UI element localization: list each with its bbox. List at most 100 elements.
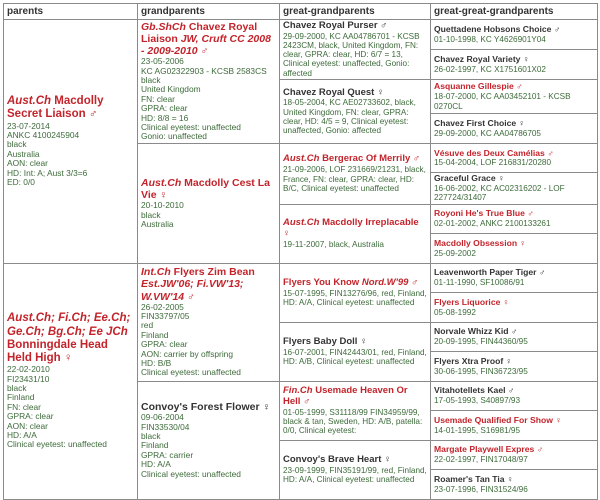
detail-line: 09-06-2004 [141, 412, 184, 423]
male-icon: ♂ [527, 208, 534, 219]
dog-name[interactable]: Graceful Grace ♀ [434, 173, 594, 184]
dog-name[interactable]: Chavez First Choice ♀ [434, 118, 594, 129]
detail-line: Finland [7, 392, 35, 403]
great-great-grandparent-cell: Chavez Royal Variety ♀ 26-02-1997, KC X17… [430, 48, 598, 80]
dog-name[interactable]: Margate Playwell Expres ♂ [434, 444, 594, 455]
male-icon: ♂ [303, 395, 311, 407]
dog-name[interactable]: Aust.Ch; Fi.Ch; Ee.Ch; Ge.Ch; Bg.Ch; Ee … [7, 312, 134, 365]
dog-name[interactable]: Macdolly Obsession ♀ [434, 237, 594, 249]
header-grandparents: grandparents [137, 3, 280, 20]
details: 15-07-1995, FIN13276/96, red, Finland, H… [283, 288, 427, 308]
name-text: Macdolly Cest La Vie [141, 177, 270, 202]
detail-line: 26-02-2005 [141, 301, 184, 312]
details: 18-07-2000, KC AA03452101 - KCSB 0270CL [434, 92, 571, 111]
dog-name[interactable]: Aust.Ch Macdolly Irreplacable ♀ [283, 217, 427, 240]
name-text: Chavez Royal Variety [434, 53, 521, 64]
great-great-grandparent-cell: Asquanne Gillespie ♂ 18-07-2000, KC AA034… [430, 78, 598, 115]
detail-line: black [7, 139, 27, 150]
name-text: Norvale Whizz Kid [434, 326, 509, 337]
dog-name[interactable]: Leavenworth Paper Tiger ♂ [434, 267, 594, 278]
name-text: Asquanne Gillespie [434, 81, 514, 92]
dog-name[interactable]: Chavez Royal Quest ♀ [283, 87, 427, 99]
details: 17-05-1993, S40897/93 [434, 396, 521, 406]
dog-name[interactable]: Quettadene Hobsons Choice ♂ [434, 24, 594, 35]
details: 23-09-1999, FIN35191/99, red, Finland, H… [283, 465, 427, 485]
detail-line: GPRA: clear [141, 339, 188, 350]
male-icon: ♂ [538, 267, 546, 278]
name-text: Flyers Zim Bean [173, 266, 255, 279]
details: 23-07-1996, FIN31524/96 [434, 484, 528, 494]
header-great-grandparents: great-grandparents [279, 3, 431, 20]
detail-line: Gonio: unaffected [141, 131, 207, 142]
female-icon: ♀ [159, 189, 168, 202]
detail-line: Finland [141, 440, 169, 451]
male-icon: ♂ [536, 444, 544, 455]
dog-name[interactable]: Flyers Xtra Proof ♀ [434, 356, 594, 367]
name-text: Margate Playwell Expres [434, 444, 535, 455]
title-prefix: Aust.Ch [141, 177, 182, 190]
dog-name[interactable]: Royoni He's True Blue ♂ [434, 208, 594, 219]
detail-line: Clinical eyetest: unaffected [141, 367, 241, 378]
detail-line: FN: clear [7, 401, 41, 412]
name-text: Macdolly Obsession [434, 237, 518, 248]
male-icon: ♂ [412, 153, 421, 165]
pedigree-row: Flyers Baby Doll ♀ 16-07-2001, FIN42443/0… [4, 321, 598, 382]
dog-name[interactable]: Flyers Liquorice ♀ [434, 297, 594, 308]
dog-name[interactable]: Chavez Royal Variety ♀ [434, 53, 594, 65]
details: 15-04-2004, LOF 216831/20280 [434, 158, 551, 168]
details: 01-11-1990, SF10086/91 [434, 278, 525, 288]
dog-name[interactable]: Usemade Qualified For Show ♀ [434, 414, 594, 426]
details: 30-06-1995, FIN36723/95 [434, 366, 528, 376]
name-text: Flyers You Know [283, 276, 360, 288]
dog-name[interactable]: Vitahotellets Kael ♂ [434, 385, 594, 396]
title-prefix: Int.Ch [141, 266, 171, 279]
name-text: Chavez First Choice [434, 118, 517, 129]
detail-line: black [141, 209, 161, 220]
title-suffix: JW, Cruft CC 2008 - 2009-2010 [141, 33, 271, 58]
dog-name[interactable]: Convoy's Brave Heart ♀ [283, 454, 427, 466]
dog-name[interactable]: Aust.Ch Macdolly Secret Liaison ♂ [7, 95, 134, 121]
detail-line: GPRA: carrier [141, 449, 194, 460]
dog-name[interactable]: Norvale Whizz Kid ♂ [434, 326, 594, 337]
details: 01-05-1999, S31118/99 FIN34959/99, black… [283, 407, 423, 436]
dog-name[interactable]: Aust.Ch Macdolly Cest La Vie ♀ [141, 177, 276, 201]
name-text: Vitahotellets Kael [434, 385, 506, 396]
dog-name[interactable]: Asquanne Gillespie ♂ [434, 82, 594, 92]
name-text: Royoni He's True Blue [434, 208, 525, 219]
title-prefix: Aust.Ch [7, 95, 52, 108]
great-grandparent-cell: Flyers Baby Doll ♀ 16-07-2001, FIN42443/0… [279, 321, 431, 382]
detail-line: 20-10-2010 [141, 200, 184, 211]
dog-name[interactable]: Chavez Royal Purser ♂ [283, 20, 427, 32]
dog-name[interactable]: Aust.Ch Bergerac Of Merrily ♂ [283, 154, 427, 165]
details: 02-01-2002, ANKC 2100133261 [434, 219, 551, 229]
female-icon: ♀ [555, 414, 562, 425]
detail-line: HD: 8/8 = 16 [141, 112, 189, 123]
detail-line: 23-07-2014 [7, 120, 50, 131]
great-grandparent-cell: Aust.Ch Bergerac Of Merrily ♂ 21-09-2006,… [279, 142, 431, 205]
dog-name[interactable]: Fin.Ch Usemade Heaven Or Hell ♂ [283, 385, 427, 408]
detail-line: AON: clear [7, 158, 48, 169]
details: 19-11-2007, black, Australia [283, 239, 384, 249]
dog-name[interactable]: Vésuve des Deux Camélias ♂ [434, 147, 594, 159]
detail-line: red [141, 320, 154, 331]
details: 18-05-2004, KC AE02733602, black, United… [283, 98, 416, 135]
name-text: Vésuve des Deux Camélias [434, 147, 545, 158]
female-icon: ♀ [262, 401, 271, 414]
dog-name[interactable]: Flyers You Know Nord.W'99 ♂ [283, 276, 427, 289]
dog-name[interactable]: Roamer's Tan Tia ♀ [434, 474, 594, 485]
great-great-grandparent-cell: Graceful Grace ♀ 16-06-2002, KC AC0231620… [430, 172, 598, 205]
female-icon: ♀ [283, 228, 291, 239]
details: 16-06-2002, KC AC02316202 - LOF 227724/3… [434, 184, 565, 203]
detail-line: HD: Int: A; Aust 3/3=6 [7, 167, 88, 178]
detail-line: ED: 0/0 [7, 177, 35, 188]
dog-name[interactable]: Gb.ShCh Chavez Royal Liaison JW, Cruft C… [141, 21, 276, 57]
detail-line: black [141, 431, 161, 442]
dog-name[interactable]: Flyers Baby Doll ♀ [283, 336, 427, 348]
details: 16-07-2001, FIN42443/01, red, Finland, H… [283, 347, 427, 367]
detail-line: Clinical eyetest: unaffected [141, 122, 241, 133]
dog-name[interactable]: Convoy's Forest Flower ♀ [141, 401, 276, 413]
great-grandparent-cell: Chavez Royal Purser ♂ 29-09-2000, KC AA04… [279, 19, 431, 80]
name-text: Usemade Qualified For Show [434, 414, 553, 425]
dog-name[interactable]: Int.Ch Flyers Zim Bean Est.JW'06; Fi.VW'… [141, 266, 276, 302]
details: 29-09-2000, KC AA04786701 - KCSB 2423CM,… [283, 31, 420, 78]
